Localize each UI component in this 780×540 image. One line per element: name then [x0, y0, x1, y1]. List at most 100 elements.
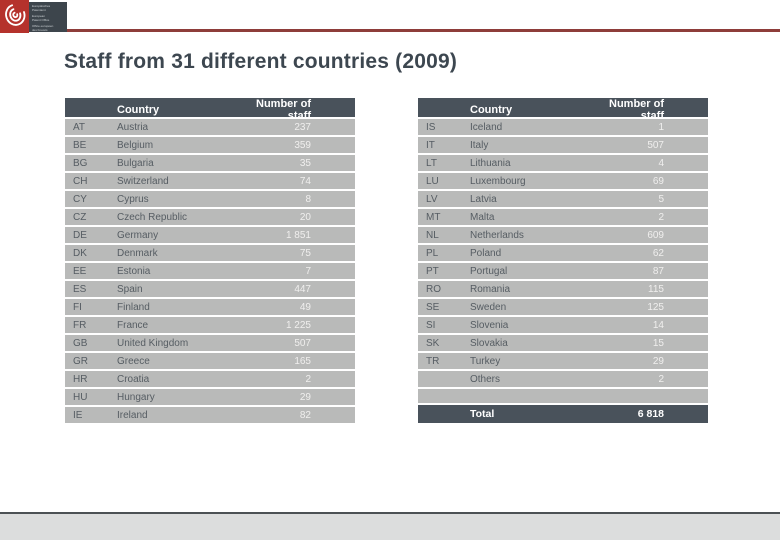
country-name: Spain — [117, 283, 143, 295]
table-row: PT Portugal 87 — [418, 263, 708, 279]
country-name: Luxembourg — [470, 175, 526, 187]
table-row: DE Germany 1 851 — [65, 227, 355, 243]
staff-count: 125 — [647, 301, 664, 313]
staff-count: 2 — [658, 211, 664, 223]
country-code: PL — [426, 247, 439, 259]
staff-count: 507 — [294, 337, 311, 349]
staff-count: 237 — [294, 121, 311, 133]
country-code: EE — [73, 265, 87, 277]
table-row: BE Belgium 359 — [65, 137, 355, 153]
staff-count: 29 — [299, 391, 311, 403]
country-name: Greece — [117, 355, 150, 367]
table-row: LV Latvia 5 — [418, 191, 708, 207]
country-code: SI — [426, 319, 436, 331]
country-code: IS — [426, 121, 436, 133]
staff-count: 507 — [647, 139, 664, 151]
table-row: Others 2 — [418, 371, 708, 387]
table-row: SK Slovakia 15 — [418, 335, 708, 351]
header-country: Country — [117, 104, 160, 116]
staff-count: 1 225 — [285, 319, 311, 331]
country-name: Italy — [470, 139, 489, 151]
staff-count: 7 — [305, 265, 311, 277]
table-row: IT Italy 507 — [418, 137, 708, 153]
country-name: Switzerland — [117, 175, 169, 187]
table-row: HR Croatia 2 — [65, 371, 355, 387]
staff-count: 29 — [652, 355, 664, 367]
table-row: LT Lithuania 4 — [418, 155, 708, 171]
country-name: Austria — [117, 121, 149, 133]
country-code: CH — [73, 175, 88, 187]
country-name: Sweden — [470, 301, 507, 313]
country-code: SK — [426, 337, 440, 349]
staff-count: 609 — [647, 229, 664, 241]
staff-count: 69 — [652, 175, 664, 187]
country-code: HR — [73, 373, 88, 385]
country-name: Poland — [470, 247, 502, 259]
staff-count: 4 — [658, 157, 664, 169]
logo-org-line: Patent Office — [32, 18, 50, 22]
country-name: Latvia — [470, 193, 497, 205]
country-name: Hungary — [117, 391, 155, 403]
table-row: CZ Czech Republic 20 — [65, 209, 355, 225]
table-row: CY Cyprus 8 — [65, 191, 355, 207]
country-code: MT — [426, 211, 441, 223]
staff-count: 20 — [299, 211, 311, 223]
country-code: LT — [426, 157, 437, 169]
country-name: Romania — [470, 283, 511, 295]
staff-count: 1 — [658, 121, 664, 133]
country-code: LU — [426, 175, 439, 187]
country-code: LV — [426, 193, 438, 205]
header-rule — [67, 29, 780, 32]
country-code: TR — [426, 355, 440, 367]
staff-table-right: Country Number of staff IS Iceland 1 IT … — [418, 98, 708, 423]
table-row: CH Switzerland 74 — [65, 173, 355, 189]
table-row: AT Austria 237 — [65, 119, 355, 135]
country-name: Slovenia — [470, 319, 509, 331]
country-code: HU — [73, 391, 88, 403]
staff-count: 87 — [652, 265, 664, 277]
table-row: EE Estonia 7 — [65, 263, 355, 279]
footer-band — [0, 512, 780, 540]
table-row: IS Iceland 1 — [418, 119, 708, 135]
staff-count: 2 — [305, 373, 311, 385]
table-row: ES Spain 447 — [65, 281, 355, 297]
country-code: CZ — [73, 211, 87, 223]
country-name: Netherlands — [470, 229, 524, 241]
country-code: ES — [73, 283, 87, 295]
staff-count: 62 — [652, 247, 664, 259]
table-row: FR France 1 225 — [65, 317, 355, 333]
country-name: Estonia — [117, 265, 151, 277]
country-name: Belgium — [117, 139, 154, 151]
staff-count: 14 — [652, 319, 664, 331]
country-name: Denmark — [117, 247, 158, 259]
staff-count: 15 — [652, 337, 664, 349]
table-row: HU Hungary 29 — [65, 389, 355, 405]
page-title: Staff from 31 different countries (2009) — [64, 50, 458, 73]
country-code: GB — [73, 337, 88, 349]
country-code: SE — [426, 301, 440, 313]
country-name: Others — [470, 373, 501, 385]
country-name: Bulgaria — [117, 157, 154, 169]
table-row: GR Greece 165 — [65, 353, 355, 369]
country-name: Cyprus — [117, 193, 149, 205]
country-name: Slovakia — [470, 337, 508, 349]
country-code: DK — [73, 247, 87, 259]
staff-count: 447 — [294, 283, 311, 295]
table-row: LU Luxembourg 69 — [418, 173, 708, 189]
country-code: FI — [73, 301, 82, 313]
staff-count: 82 — [299, 409, 311, 421]
country-name: France — [117, 319, 149, 331]
logo-org-line: Patentamt — [32, 8, 46, 12]
staff-count: 49 — [299, 301, 311, 313]
country-name: Croatia — [117, 373, 150, 385]
header-staff: Number of staff — [256, 98, 311, 122]
country-code: NL — [426, 229, 439, 241]
table-row: SE Sweden 125 — [418, 299, 708, 315]
staff-count: 115 — [648, 283, 664, 295]
staff-count: 74 — [299, 175, 311, 187]
table-row: IE Ireland 82 — [65, 407, 355, 423]
country-code: AT — [73, 121, 86, 133]
table-row: GB United Kingdom 507 — [65, 335, 355, 351]
logo-org-line: des brevets — [32, 28, 48, 32]
country-code: BG — [73, 157, 88, 169]
